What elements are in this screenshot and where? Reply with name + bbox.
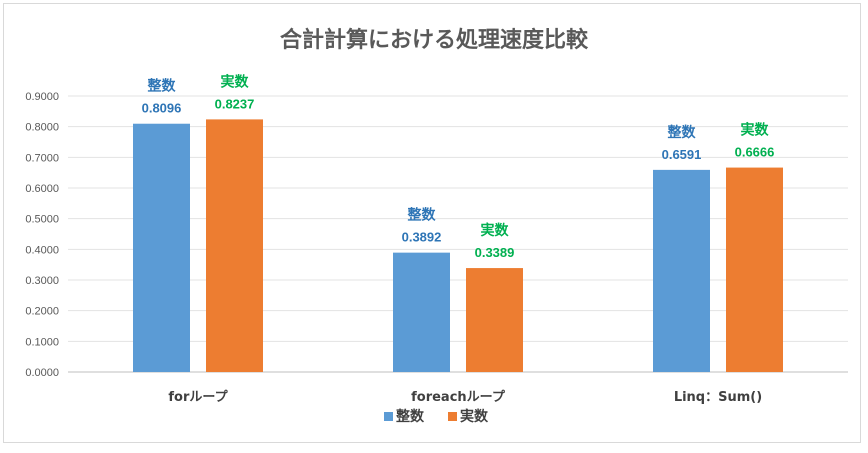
chart-title: 合計計算における処理速度比較	[280, 27, 589, 53]
bar-実数-forループ	[206, 119, 263, 372]
data-label-value: 0.6666	[735, 145, 775, 160]
x-category-label: forループ	[168, 390, 228, 405]
data-label-series: 整数	[407, 207, 437, 224]
bar-実数-Linq：Sum()	[726, 167, 783, 372]
data-label-value: 0.6591	[662, 147, 702, 162]
y-tick-label: 0.1000	[25, 336, 59, 348]
bar-整数-forループ	[133, 123, 190, 373]
y-axis-ticks: 0.0000 0.1000 0.2000 0.3000 0.4000 0.5000 0.60…	[25, 91, 59, 379]
legend-label: 整数	[395, 408, 425, 425]
data-labels: 整数 0.8096 実数 0.8237 整数 0.3892 実数 0.3389 整数 0.6591…	[142, 73, 775, 260]
data-label-series: 整数	[147, 78, 177, 95]
y-tick-label: 0.0000	[25, 367, 59, 379]
x-category-label: Linq：Sum()	[674, 390, 762, 405]
data-label-series: 実数	[741, 122, 770, 139]
bar-整数-foreachループ	[393, 252, 450, 372]
y-tick-label: 0.4000	[25, 244, 59, 256]
x-axis-categories: forループ foreachループ Linq：Sum()	[168, 390, 762, 405]
y-tick-label: 0.8000	[25, 122, 59, 134]
data-label-series: 実数	[221, 73, 250, 90]
y-tick-label: 0.6000	[25, 183, 59, 195]
y-tick-label: 0.9000	[25, 91, 59, 103]
data-label-value: 0.3892	[402, 230, 442, 245]
legend-swatch	[448, 412, 457, 421]
bars	[133, 119, 783, 373]
legend-label: 実数	[460, 408, 489, 425]
y-tick-label: 0.2000	[25, 306, 59, 318]
bar-実数-foreachループ	[466, 268, 523, 372]
gridlines	[68, 95, 848, 373]
x-category-label: foreachループ	[411, 390, 506, 405]
y-tick-label: 0.3000	[25, 275, 59, 287]
y-tick-label: 0.5000	[25, 214, 59, 226]
data-label-value: 0.8096	[142, 101, 182, 116]
data-label-value: 0.8237	[215, 96, 255, 111]
bar-整数-Linq：Sum()	[653, 169, 710, 372]
y-tick-label: 0.7000	[25, 152, 59, 164]
data-label-series: 実数	[481, 222, 510, 239]
data-label-value: 0.3389	[475, 245, 515, 260]
data-label-series: 整数	[667, 124, 697, 141]
legend: 整数 実数	[384, 408, 489, 425]
legend-swatch	[384, 412, 393, 421]
